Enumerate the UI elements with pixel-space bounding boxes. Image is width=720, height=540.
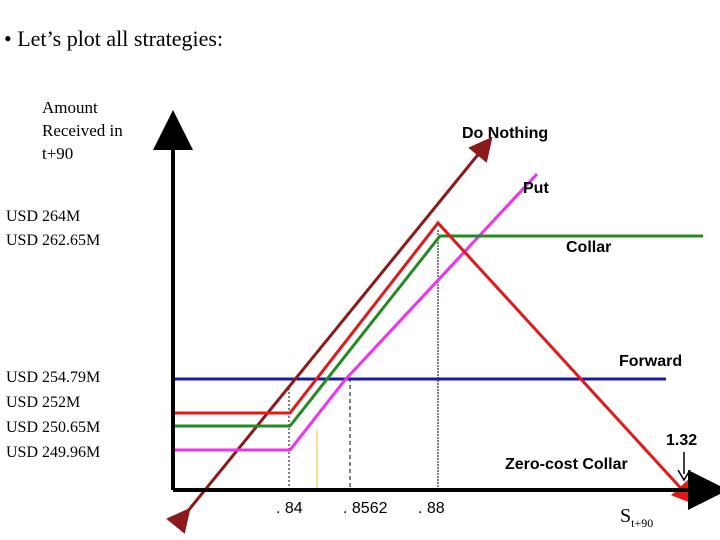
zero-cost-collar-line (175, 220, 697, 505)
level-264: USD 264M (6, 208, 81, 225)
label-forward: Forward (619, 353, 683, 370)
put-line (175, 172, 539, 452)
label-zero-cost-collar: Zero-cost Collar (505, 456, 628, 473)
label-put: Put (523, 180, 549, 197)
pointer-132-arrowhead (677, 469, 691, 482)
level-262: USD 262.65M (6, 232, 101, 249)
x-axis-label-main: S (620, 505, 632, 527)
level-252: USD 252M (6, 394, 81, 411)
label-collar: Collar (566, 239, 612, 256)
label-132: 1.32 (666, 432, 698, 449)
tick-84: . 84 (276, 500, 303, 517)
do-nothing-line (166, 136, 493, 534)
x-axis-label: St+90 (620, 505, 653, 531)
tick-8562: . 8562 (343, 500, 388, 517)
label-do-nothing: Do Nothing (462, 125, 549, 142)
level-254: USD 254.79M (6, 369, 101, 386)
slide-heading: • Let’s plot all strategies: (4, 26, 224, 51)
x-axis-label-sub: t+90 (631, 516, 654, 530)
level-250: USD 250.65M (6, 419, 101, 436)
collar-line (175, 234, 703, 428)
level-249: USD 249.96M (6, 444, 101, 461)
y-axis-label: Amount Received in t+90 (42, 98, 123, 163)
tick-88: . 88 (418, 500, 445, 517)
